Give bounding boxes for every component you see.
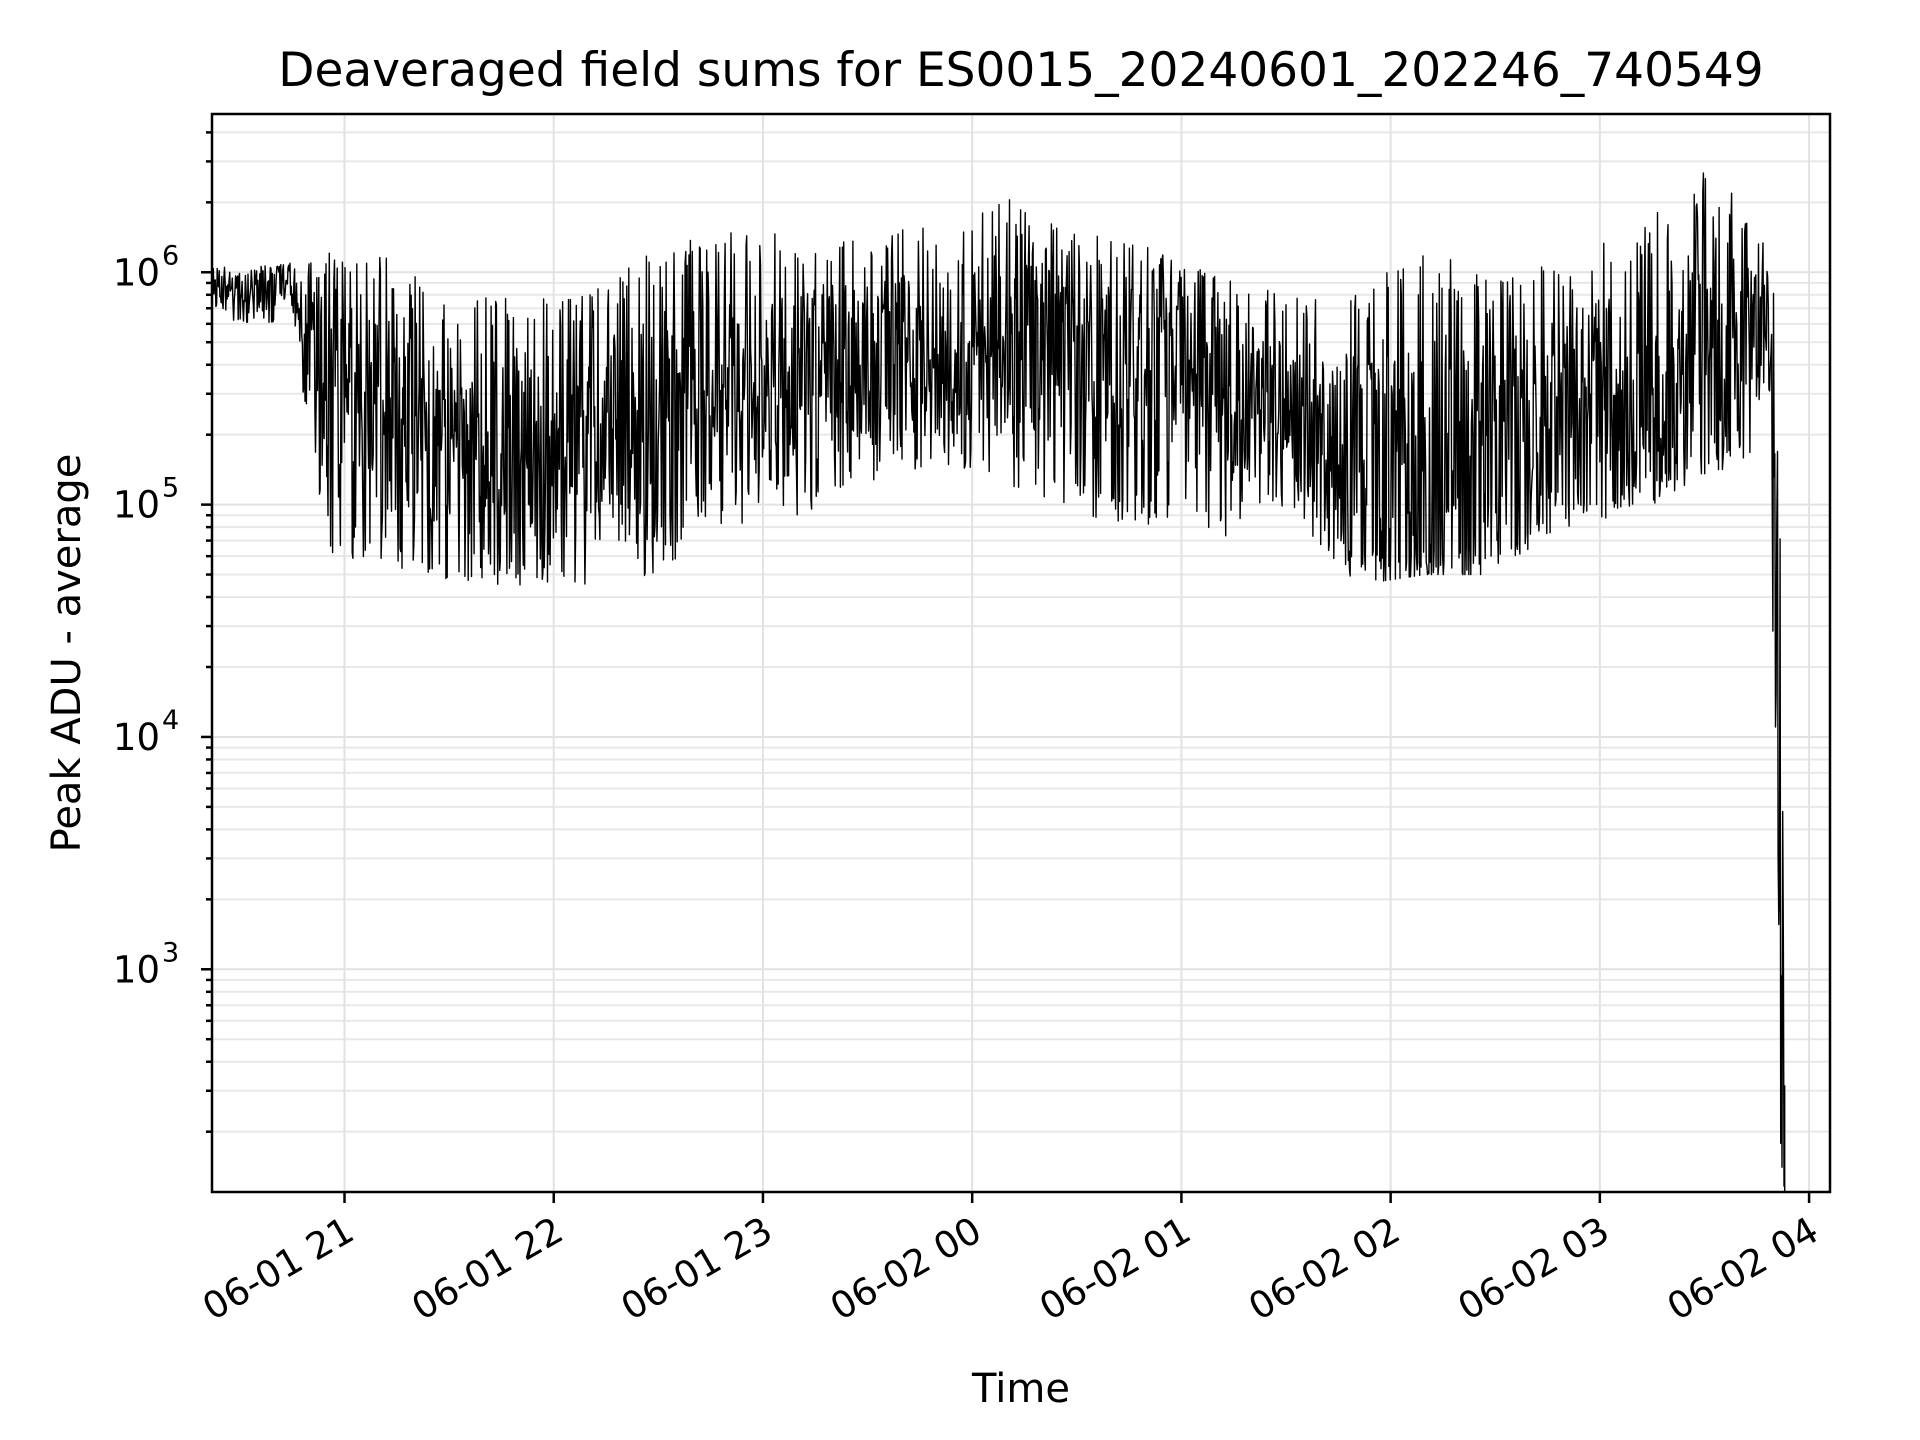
- y-tick-exponent: 4: [162, 705, 179, 736]
- plot-frame: [210, 112, 1832, 1194]
- y-tick-label: 10 6: [113, 240, 179, 294]
- y-tick-label: 10 5: [113, 473, 179, 527]
- chart-title: Deaveraged field sums for ES0015_2024060…: [278, 43, 1763, 98]
- y-tick-exponent: 3: [162, 937, 179, 968]
- grid-layer: [212, 114, 1830, 1192]
- y-tick-exponent: 6: [162, 240, 179, 271]
- data-layer: [211, 172, 1786, 1192]
- y-tick-base: 10: [113, 948, 160, 991]
- series-line: [211, 172, 1786, 1192]
- y-tick-label: 10 3: [113, 937, 179, 991]
- y-tick-base: 10: [113, 716, 160, 759]
- y-tick-base: 10: [113, 484, 160, 527]
- y-tick-label: 10 4: [113, 705, 179, 759]
- y-tick-base: 10: [113, 251, 160, 294]
- y-tick-exponent: 5: [162, 473, 179, 504]
- x-axis-label: Time: [971, 1366, 1070, 1412]
- y-axis-label: Peak ADU - average: [44, 454, 90, 853]
